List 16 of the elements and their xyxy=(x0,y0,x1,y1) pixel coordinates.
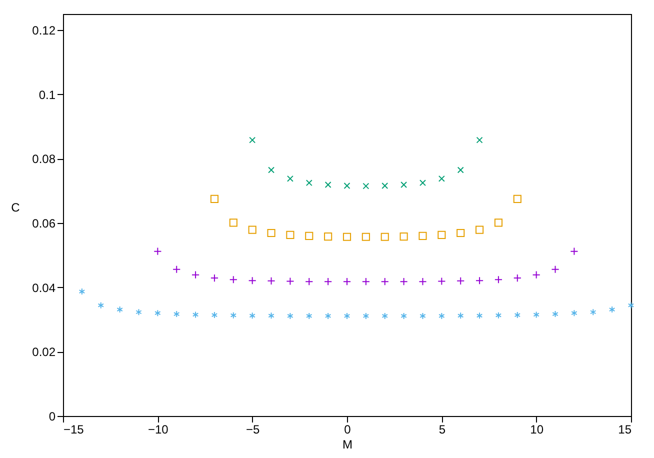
x-tick-label: −10 xyxy=(148,422,169,436)
x-tick-label: −5 xyxy=(246,422,260,436)
y-tick-label: 0.04 xyxy=(32,280,56,295)
x-tick-label: 5 xyxy=(438,422,446,436)
x-tick-label: 15 xyxy=(618,422,632,436)
y-tick-label: 0.12 xyxy=(32,24,56,38)
y-tick-label: 0.02 xyxy=(32,345,56,360)
x-axis-title: M xyxy=(342,438,352,452)
y-tick-label: 0 xyxy=(48,410,56,424)
x-tick-label: −15 xyxy=(64,422,84,436)
x-tick-label: 10 xyxy=(530,422,544,436)
y-tick-label: 0.08 xyxy=(32,152,56,166)
y-axis-title: C xyxy=(11,200,20,214)
x-tick-label: 0 xyxy=(344,422,352,436)
y-tick-label: 0.06 xyxy=(32,216,56,231)
y-tick-label: 0.1 xyxy=(38,88,56,102)
